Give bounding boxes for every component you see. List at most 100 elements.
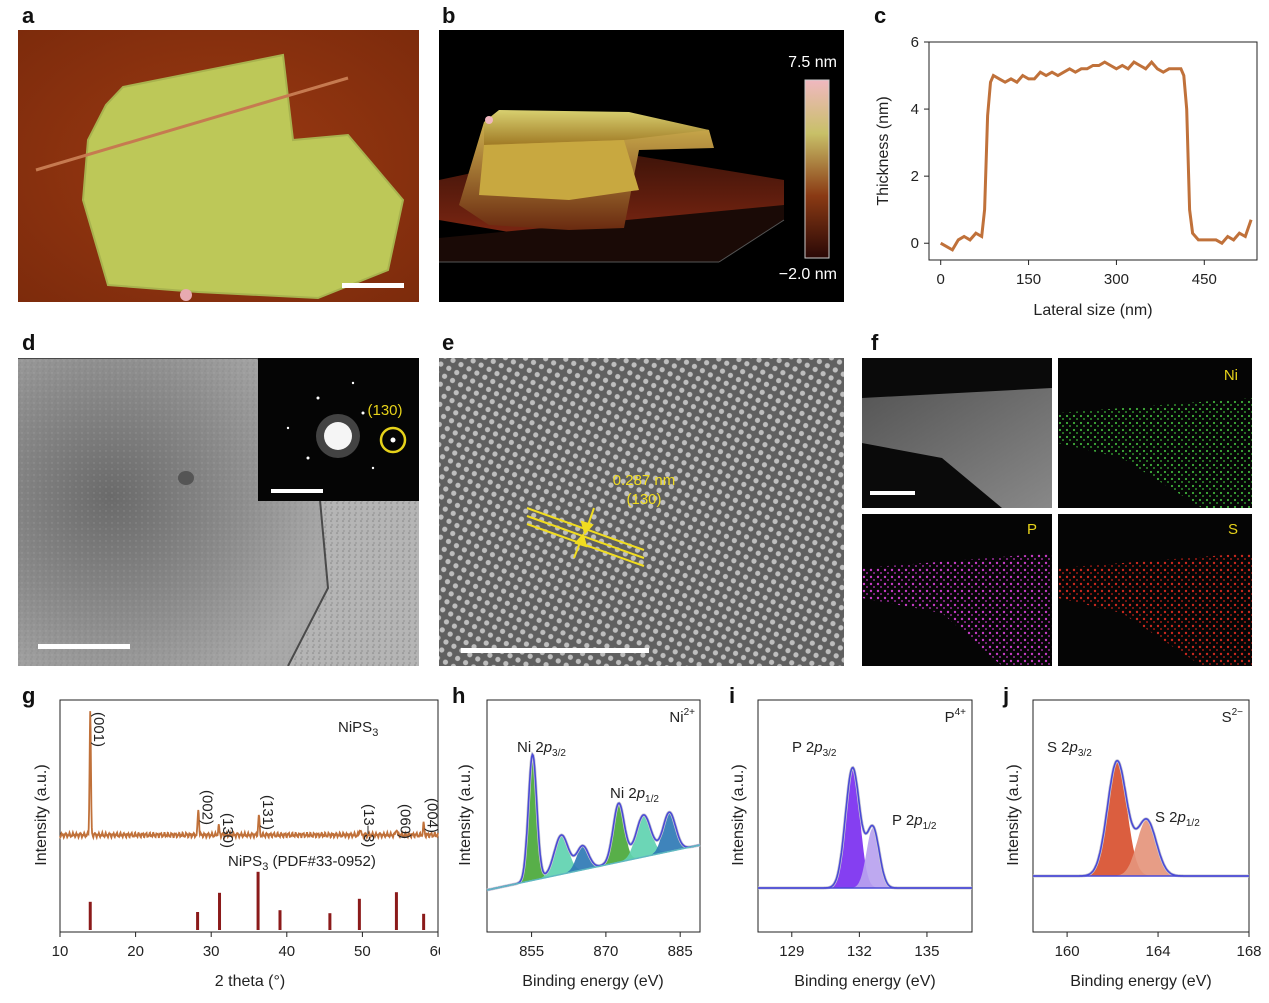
y-axis-label: Intensity (a.u.)	[730, 764, 747, 865]
panel-letter-j: j	[1003, 683, 1010, 708]
x-tick-label: 20	[127, 943, 144, 960]
panel-letter-b: b	[442, 3, 456, 28]
plot-frame	[59, 699, 439, 933]
reference-sticks	[88, 871, 426, 930]
ion-label: S2−	[1222, 707, 1244, 726]
peak-label-3-2: S 2p3/2	[1047, 739, 1092, 759]
thickness-profile-chart: 0 150 300 450 0 2 4 6 Thickness (nm) Lateral si…	[875, 34, 1258, 319]
x-tick-label: 10	[52, 943, 69, 960]
colorbar-min-label: −2.0 nm	[779, 266, 837, 283]
x-axis-label: Lateral size (nm)	[1033, 302, 1152, 319]
afm-height-image	[18, 30, 419, 302]
panel-letter-g: g	[22, 683, 36, 708]
fit-envelope-line	[486, 752, 701, 891]
x-tick-label: 168	[1236, 943, 1261, 960]
xps-p-chart: 129 132 135 P4+ P 2p3/2 P 2p1/2 Intensity …	[730, 699, 973, 990]
plot-frame	[757, 699, 973, 933]
x-tick-label: 160	[1055, 943, 1080, 960]
background-line	[486, 844, 701, 891]
x-axis-label: Binding energy (eV)	[1070, 973, 1211, 990]
y-axis-label: Thickness (nm)	[875, 96, 892, 205]
eds-mapping-grid: Ni P S	[862, 358, 1252, 666]
y-tick-label: 2	[911, 168, 919, 185]
fit-component	[555, 846, 610, 876]
peak-index-label: (001)	[90, 712, 107, 747]
sample-label: NiPS3	[338, 719, 378, 739]
scale-bar	[342, 283, 404, 288]
ni-map-label: Ni	[1224, 367, 1238, 384]
x-tick-label: 150	[1016, 271, 1041, 288]
plane-label: (130)	[626, 491, 661, 508]
panel-letter-d: d	[22, 330, 36, 355]
peak-index-label: (002)	[198, 790, 215, 825]
panel-letter-a: a	[22, 3, 35, 28]
ion-label: Ni2+	[669, 707, 695, 726]
x-tick-label: 129	[779, 943, 804, 960]
inset-plane-label: (130)	[367, 402, 402, 419]
afm-3d-image: 7.5 nm −2.0 nm	[439, 30, 844, 302]
s-map-label: S	[1228, 521, 1238, 538]
y-tick-label: 0	[911, 235, 919, 252]
peak-index-label: (130)	[219, 813, 236, 848]
x-tick-label: 300	[1104, 271, 1129, 288]
plot-frame	[486, 699, 701, 933]
xrd-pattern-line	[59, 711, 439, 841]
plot-frame	[1032, 699, 1250, 933]
x-tick-label: 132	[847, 943, 872, 960]
plot-frame	[928, 41, 1258, 261]
peak-index-label: (060)	[396, 804, 413, 839]
y-axis-label: Intensity (a.u.)	[1005, 764, 1022, 865]
peak-label-1-2: Ni 2p1/2	[610, 785, 659, 805]
x-axis-label: 2 theta (°)	[215, 973, 285, 990]
xrd-chart: 10 20 30 40 50 60 (001) (002)(130) (131) (13–3) (…	[33, 699, 440, 990]
panel-letter-h: h	[452, 683, 466, 708]
x-axis-label: Binding energy (eV)	[794, 973, 935, 990]
x-tick-label: 135	[914, 943, 939, 960]
xps-s-chart: 160 164 168 S2− S 2p3/2 S 2p1/2 Intensity …	[1005, 699, 1262, 990]
ion-label: P4+	[945, 707, 967, 726]
nanosheet-flake	[81, 53, 405, 300]
peak-label-1-2: P 2p1/2	[892, 812, 937, 832]
y-tick-label: 6	[911, 34, 919, 51]
fit-component	[513, 754, 552, 885]
height-colorbar	[804, 79, 830, 259]
panel-letter-e: e	[442, 330, 455, 355]
panel-letter-f: f	[871, 330, 879, 355]
spacing-label: 0.287 nm	[613, 472, 676, 489]
y-axis-label: Intensity (a.u.)	[33, 764, 50, 865]
thickness-series-line	[939, 59, 1253, 252]
diffraction-spot-marker	[379, 426, 407, 454]
x-tick-label: 60	[430, 943, 440, 960]
x-tick-label: 885	[668, 943, 693, 960]
scale-bar	[461, 648, 649, 653]
inset-scale-bar	[271, 489, 323, 493]
x-tick-label: 870	[593, 943, 618, 960]
reference-label: NiPS3 (PDF#33-0952)	[228, 853, 376, 873]
x-tick-label: 50	[354, 943, 371, 960]
peak-index-label: (131)	[259, 795, 276, 830]
spacing-arrows	[573, 507, 595, 559]
colorbar-max-label: 7.5 nm	[788, 54, 837, 71]
x-tick-label: 855	[519, 943, 544, 960]
profile-line	[35, 76, 349, 172]
x-tick-label: 0	[937, 271, 945, 288]
p-map-label: P	[1027, 521, 1037, 538]
y-tick-label: 4	[911, 101, 919, 118]
x-tick-label: 30	[203, 943, 220, 960]
s-map: S	[1058, 514, 1252, 666]
peak-label-3-2: P 2p3/2	[792, 739, 837, 759]
peak-index-label: (004)	[424, 798, 440, 833]
scale-bar	[38, 644, 130, 649]
peak-label-3-2: Ni 2p3/2	[517, 739, 566, 759]
panel-letter-c: c	[874, 3, 887, 28]
fit-component	[820, 768, 885, 888]
fit-component	[593, 803, 645, 868]
peak-index-label: (13–3)	[360, 804, 377, 847]
panel-letter-i: i	[729, 683, 736, 708]
fit-component	[1073, 761, 1161, 876]
x-tick-label: 450	[1192, 271, 1217, 288]
haadf-map	[862, 358, 1052, 508]
x-axis-label: Binding energy (eV)	[522, 973, 663, 990]
fit-component	[1103, 820, 1191, 876]
tem-image: (130)	[18, 358, 419, 666]
